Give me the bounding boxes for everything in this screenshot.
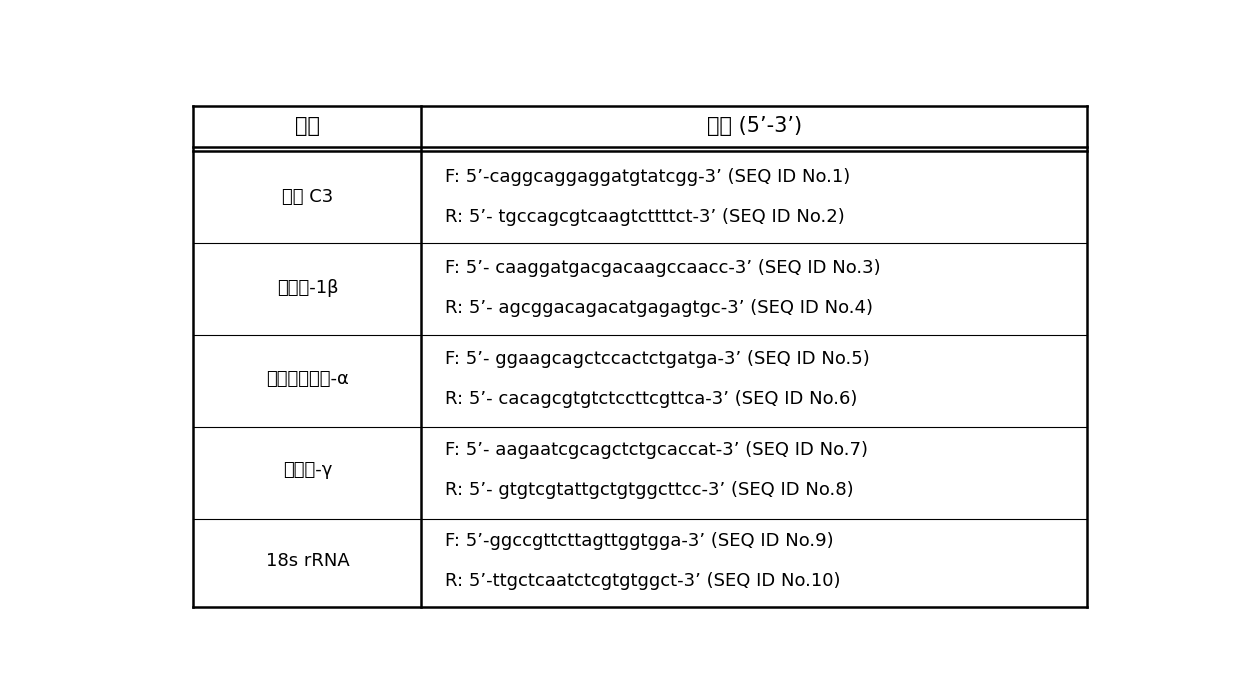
Text: F: 5’-ggccgttcttagttggtgga-3’ (SEQ ID No.9): F: 5’-ggccgttcttagttggtgga-3’ (SEQ ID No… bbox=[445, 532, 835, 550]
Text: 干扰素-γ: 干扰素-γ bbox=[283, 461, 332, 479]
Text: F: 5’- ggaagcagctccactctgatga-3’ (SEQ ID No.5): F: 5’- ggaagcagctccactctgatga-3’ (SEQ ID… bbox=[445, 350, 870, 368]
Text: 18s rRNA: 18s rRNA bbox=[265, 552, 350, 570]
Text: F: 5’- aagaatcgcagctctgcaccat-3’ (SEQ ID No.7): F: 5’- aagaatcgcagctctgcaccat-3’ (SEQ ID… bbox=[445, 441, 868, 459]
Text: R: 5’- cacagcgtgtctccttcgttca-3’ (SEQ ID No.6): R: 5’- cacagcgtgtctccttcgttca-3’ (SEQ ID… bbox=[445, 390, 858, 408]
Text: R: 5’- agcggacagacatgagagtgc-3’ (SEQ ID No.4): R: 5’- agcggacagacatgagagtgc-3’ (SEQ ID … bbox=[445, 299, 873, 317]
Text: 补体 C3: 补体 C3 bbox=[281, 188, 334, 206]
Text: 脌瘮坏死因子-α: 脌瘮坏死因子-α bbox=[265, 370, 348, 388]
Text: 基因: 基因 bbox=[295, 116, 320, 136]
Text: F: 5’-caggcaggaggatgtatcgg-3’ (SEQ ID No.1): F: 5’-caggcaggaggatgtatcgg-3’ (SEQ ID No… bbox=[445, 167, 851, 186]
Text: R: 5’- gtgtcgtattgctgtggcttcc-3’ (SEQ ID No.8): R: 5’- gtgtcgtattgctgtggcttcc-3’ (SEQ ID… bbox=[445, 481, 854, 499]
Text: F: 5’- caaggatgacgacaagccaacc-3’ (SEQ ID No.3): F: 5’- caaggatgacgacaagccaacc-3’ (SEQ ID… bbox=[445, 259, 880, 276]
Text: R: 5’-ttgctcaatctcgtgtggct-3’ (SEQ ID No.10): R: 5’-ttgctcaatctcgtgtggct-3’ (SEQ ID No… bbox=[445, 573, 841, 590]
Text: R: 5’- tgccagcgtcaagtcttttct-3’ (SEQ ID No.2): R: 5’- tgccagcgtcaagtcttttct-3’ (SEQ ID … bbox=[445, 208, 846, 225]
Text: 白介素-1β: 白介素-1β bbox=[277, 279, 339, 297]
Text: 序列 (5’-3’): 序列 (5’-3’) bbox=[707, 116, 802, 136]
